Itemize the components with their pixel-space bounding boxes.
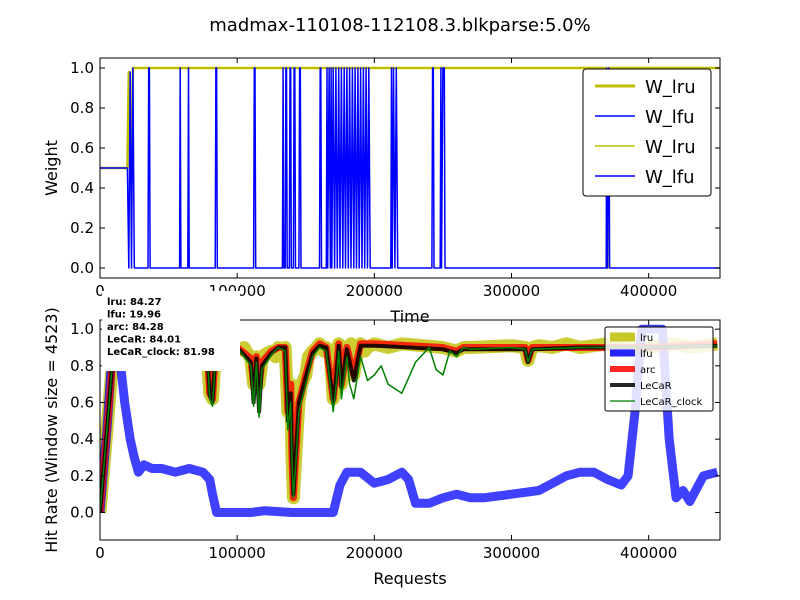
legend-label: arc — [640, 365, 656, 376]
y-tick-label: 0.2 — [70, 219, 94, 237]
y-tick-label: 0.6 — [70, 139, 94, 157]
x-tick-label: 400000 — [620, 544, 677, 562]
x-tick-label: 300000 — [483, 282, 540, 300]
y-tick-label: 1.0 — [70, 59, 94, 77]
legend-label: W_lru — [645, 77, 696, 98]
legend-box — [604, 326, 714, 412]
legend-label: W_lfu — [645, 167, 695, 188]
y-tick-label: 0.4 — [70, 430, 94, 448]
stats-line: arc: 84.28 — [107, 322, 164, 333]
stats-box — [102, 291, 240, 371]
plot-frame — [99, 57, 721, 279]
legend-label: LeCaR_clock — [640, 397, 702, 408]
y-tick-label: 0.2 — [70, 467, 94, 485]
stats-line: lru: 84.27 — [107, 297, 162, 308]
y-tick-label: 0.4 — [70, 179, 94, 197]
series-line-w-lfu — [100, 67, 720, 269]
plot-frame — [99, 319, 721, 541]
legend-label: W_lfu — [645, 107, 695, 128]
series-line-lfu — [100, 324, 719, 517]
x-tick-label: 0 — [95, 282, 105, 300]
x-tick-label: 300000 — [483, 544, 540, 562]
y-tick-label: 0.8 — [70, 357, 94, 375]
legend-label: lru — [640, 333, 653, 344]
y-tick-label: 1.0 — [70, 320, 94, 338]
x-tick-label: 0 — [95, 544, 105, 562]
y-tick-label: 0.0 — [70, 259, 94, 277]
x-axis-label: Requests — [373, 569, 446, 588]
y-tick-label: 0.6 — [70, 394, 94, 412]
legend-label: W_lru — [645, 137, 696, 158]
figure-title: madmax-110108-112108.3.blkparse:5.0% — [209, 15, 590, 36]
legend-label: LeCaR — [640, 381, 672, 392]
stats-line: lfu: 19.96 — [107, 310, 161, 321]
y-axis-label: Weight — [42, 140, 61, 196]
stats-line: LeCaR_clock: 81.98 — [107, 347, 215, 358]
legend-label: lfu — [640, 349, 653, 360]
stats-line: LeCaR: 84.01 — [107, 335, 181, 346]
x-tick-label: 100000 — [209, 544, 266, 562]
hit-rate-panel: 0 100000 200000 300000 400000 0.0 0.2 0.4 0.6 0.8… — [42, 291, 721, 588]
x-axis-label: Time — [389, 307, 429, 326]
y-axis-label: Hit Rate (Window size = 4523) — [42, 307, 61, 553]
x-tick-label: 200000 — [346, 282, 403, 300]
x-tick-label: 400000 — [620, 282, 677, 300]
y-tick-label: 0.8 — [70, 99, 94, 117]
x-tick-label: 200000 — [346, 544, 403, 562]
series-line-lecar-clock — [100, 344, 718, 513]
legend-box — [582, 68, 712, 197]
weight-panel: 01000002000003000004000000.00.20.40.60.8… — [42, 57, 721, 326]
series-group — [100, 66, 720, 270]
y-tick-label: 0.0 — [70, 504, 94, 522]
